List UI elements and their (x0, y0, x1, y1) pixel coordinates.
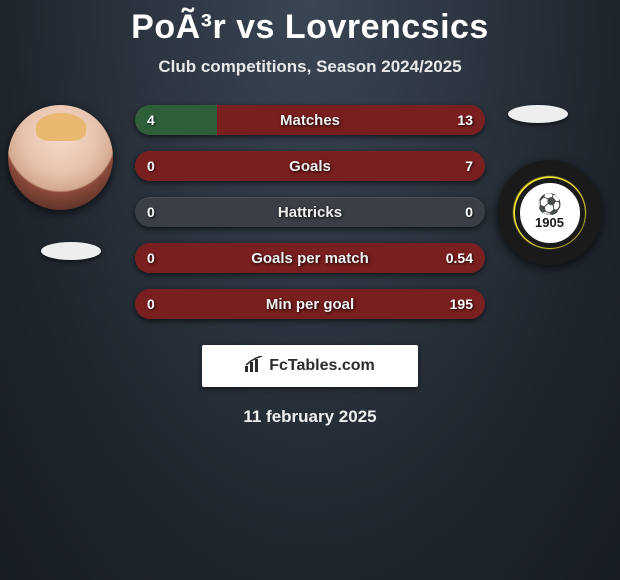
page-title: PoÃ³r vs Lovrencsics (0, 0, 620, 47)
stat-label: Goals per match (135, 250, 485, 267)
stat-label: Min per goal (135, 296, 485, 313)
crest-inner: ⚽ 1905 (515, 178, 585, 248)
player-left-avatar (8, 105, 113, 210)
stat-row: 413Matches (135, 105, 485, 135)
stat-row: 00Hattricks (135, 197, 485, 227)
stats-column: 413Matches 07Goals 00Hattricks 00.54Goals p… (135, 105, 485, 335)
stat-row: 00.54Goals per match (135, 243, 485, 273)
page-subtitle: Club competitions, Season 2024/2025 (0, 57, 620, 77)
comparison-area: ⚽ 1905 413Matches 07Goals 00Hattricks 00.54… (0, 105, 620, 345)
player-right-flag (508, 105, 568, 123)
stat-label: Hattricks (135, 204, 485, 221)
stat-row: 07Goals (135, 151, 485, 181)
stat-label: Goals (135, 158, 485, 175)
brand-text: FcTables.com (269, 357, 375, 375)
player-left-flag (41, 242, 101, 260)
player-right-crest: ⚽ 1905 (497, 160, 602, 265)
stat-label: Matches (135, 112, 485, 129)
crest-year: 1905 (535, 215, 564, 230)
brand-box: FcTables.com (202, 345, 418, 387)
stat-row: 0195Min per goal (135, 289, 485, 319)
soccer-ball-icon: ⚽ (537, 195, 562, 215)
chart-icon (245, 356, 265, 377)
date-line: 11 february 2025 (0, 407, 620, 427)
